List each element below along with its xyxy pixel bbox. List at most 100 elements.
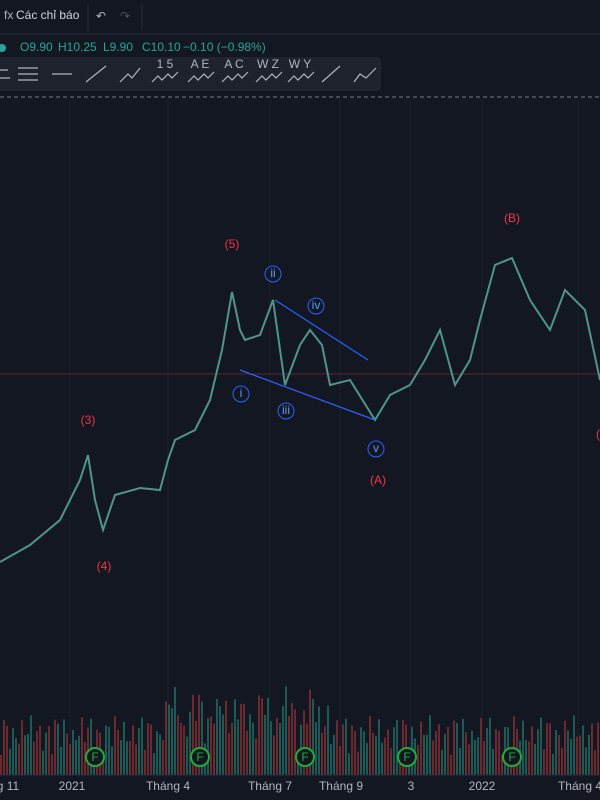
volume-bar — [276, 718, 278, 775]
tool-icon[interactable] — [255, 71, 283, 83]
volume-bar — [153, 753, 155, 775]
event-marker[interactable] — [85, 747, 105, 767]
volume-bar — [129, 740, 131, 775]
volume-bar — [498, 730, 500, 775]
volume-bar — [588, 734, 590, 775]
volume-bar — [273, 735, 275, 775]
event-marker[interactable] — [397, 747, 417, 767]
wave-label: ( — [596, 427, 600, 441]
undo-button[interactable]: ↶ — [96, 9, 106, 23]
tool-icon[interactable] — [151, 71, 179, 83]
volume-bar — [42, 750, 44, 775]
tool-icon[interactable] — [287, 71, 315, 83]
volume-bar — [159, 734, 161, 775]
volume-bar — [375, 735, 377, 775]
tool-icon[interactable] — [119, 67, 141, 83]
volume-bar — [222, 714, 224, 775]
tool-icon[interactable] — [187, 71, 215, 83]
volume-bar — [381, 742, 383, 775]
volume-bar — [282, 705, 284, 775]
volume-bar — [579, 735, 581, 775]
status-dot — [0, 44, 6, 52]
x-axis-label: Tháng 9 — [319, 779, 363, 793]
volume-bar — [150, 724, 152, 775]
tool-icon[interactable] — [353, 67, 377, 83]
volume-bar — [141, 717, 143, 775]
tool-icon[interactable] — [85, 65, 107, 83]
wave-label: (B) — [504, 211, 520, 225]
volume-bar — [351, 725, 353, 775]
minor-waves: i ii iii iv v — [240, 266, 379, 455]
volume-bar — [201, 701, 203, 775]
tool-caption: A E — [191, 57, 210, 71]
minor-wave-circles — [232, 265, 385, 458]
volume-bar — [339, 746, 341, 775]
redo-button[interactable]: ↷ — [120, 9, 130, 23]
volume-bar — [522, 720, 524, 775]
volume-bar — [453, 720, 455, 775]
tool-caption: A C — [224, 57, 244, 71]
volume-bar — [366, 742, 368, 775]
volume-bar — [552, 753, 554, 775]
volume-bar — [324, 726, 326, 775]
volume-bar — [33, 741, 35, 775]
tool-icon[interactable] — [18, 67, 38, 81]
wave-label: iv — [312, 298, 321, 312]
x-axis-label: Tháng 7 — [248, 779, 292, 793]
volume-bar — [69, 744, 71, 775]
volume-bar — [147, 723, 149, 775]
volume-bar — [231, 723, 233, 775]
volume-bar — [450, 754, 452, 775]
volume-bar — [486, 727, 488, 775]
volume-bar — [294, 709, 296, 775]
wave-label: i — [240, 386, 243, 400]
volume-bar — [597, 722, 599, 775]
volume-bar — [135, 744, 137, 775]
wave-label: (4) — [97, 559, 112, 573]
event-marker[interactable] — [295, 747, 315, 767]
volume-bar — [180, 722, 182, 775]
volume-bar — [132, 725, 134, 775]
volume-bar — [12, 728, 14, 775]
ohlc-change: −0.10 (−0.98%) — [183, 40, 266, 54]
volume-bar — [549, 723, 551, 775]
tool-icon[interactable] — [221, 71, 249, 83]
volume-bar — [561, 748, 563, 775]
indicators-button[interactable]: Các chỉ báo — [16, 8, 80, 22]
event-label: F — [196, 750, 203, 764]
event-marker[interactable] — [502, 747, 522, 767]
tool-icon[interactable] — [0, 69, 10, 79]
volume-bar — [117, 729, 119, 775]
volume-bar — [378, 719, 380, 775]
volume-bar — [438, 724, 440, 775]
volume-bar — [543, 748, 545, 775]
volume-bar — [285, 686, 287, 775]
wave-label: (3) — [81, 413, 96, 427]
volume-bar — [444, 734, 446, 775]
volume-bar — [531, 726, 533, 775]
event-label: F — [403, 750, 410, 764]
volume-bar — [582, 725, 584, 775]
grid — [69, 100, 579, 775]
event-marker[interactable] — [190, 747, 210, 767]
volume-bar — [165, 701, 167, 775]
volume-bar — [537, 729, 539, 775]
volume-bar — [333, 734, 335, 775]
event-labels: F F F F F — [91, 750, 515, 764]
volume-bar — [492, 748, 494, 775]
tool-caption: W Z — [257, 57, 279, 71]
ohlc-close: C10.10 — [142, 40, 181, 54]
volume-bar — [123, 721, 125, 775]
drawing-toolbar — [0, 57, 381, 91]
volume-bar — [336, 720, 338, 775]
price-wicks — [0, 257, 600, 563]
ohlc-legend: O9.90 H10.25 L9.90 C10.10 −0.10 (−0.98%) — [20, 40, 266, 54]
wave-label: (A) — [370, 473, 386, 487]
volume-bar — [90, 718, 92, 775]
volume-bar — [474, 739, 476, 775]
volume-bar — [183, 726, 185, 775]
tool-icon[interactable] — [321, 65, 341, 83]
volume-bar — [540, 717, 542, 775]
